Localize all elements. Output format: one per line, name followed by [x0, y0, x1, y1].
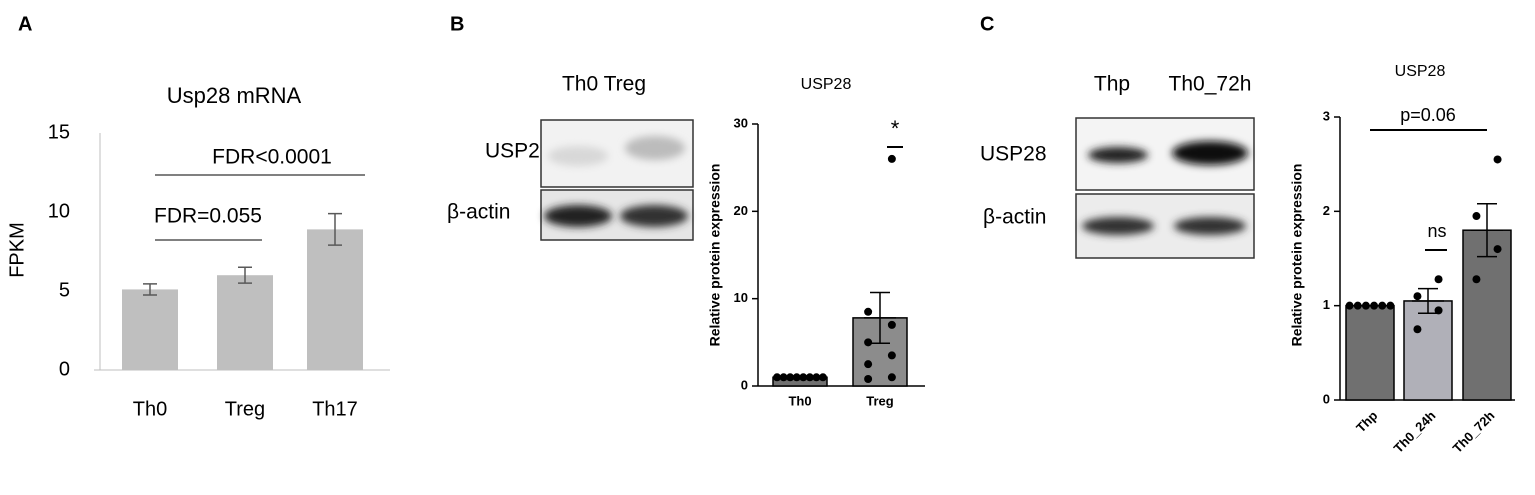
data-point — [1386, 301, 1395, 310]
data-point — [1472, 275, 1481, 284]
x-tick-label: Th0 — [788, 393, 811, 408]
x-tick-label: Th17 — [312, 398, 358, 420]
y-tick-label: 10 — [48, 200, 70, 222]
band — [1174, 217, 1246, 235]
annotation: FDR=0.055 — [154, 205, 262, 228]
band — [544, 205, 612, 227]
panel-label: A — [18, 13, 32, 35]
data-point — [864, 375, 873, 384]
x-tick-label: Treg — [225, 398, 265, 420]
x-tick-label: Treg — [866, 393, 894, 408]
chart-title: USP28 — [801, 76, 852, 93]
data-point — [864, 338, 873, 347]
band — [620, 205, 688, 227]
data-point — [1493, 155, 1502, 164]
data-point — [812, 373, 821, 382]
error-bar — [1471, 203, 1503, 258]
lane-label: Thp — [1094, 73, 1130, 96]
lane-label: Th0_72h — [1169, 73, 1252, 96]
row-label: USP28 — [485, 140, 552, 163]
y-tick-label: 0 — [741, 377, 748, 392]
bar — [217, 275, 273, 370]
panel-label: C — [980, 13, 994, 35]
data-point — [805, 373, 814, 382]
row-label: β-actin — [983, 206, 1046, 229]
data-point — [1345, 301, 1354, 310]
data-point — [1370, 301, 1379, 310]
y-tick-label: 2 — [1323, 203, 1330, 218]
data-point — [864, 307, 873, 316]
x-tick-label: Thp — [1353, 408, 1380, 435]
data-point — [887, 320, 896, 329]
data-point — [864, 360, 873, 369]
error-bar — [328, 212, 342, 246]
x-tick-label: Th0_72h — [1450, 408, 1498, 456]
chart-title: USP28 — [1395, 63, 1446, 80]
chart-title: Usp28 mRNA — [167, 83, 302, 108]
row-label: β-actin — [447, 201, 510, 224]
data-point — [792, 373, 801, 382]
data-point — [1472, 212, 1481, 221]
bar — [122, 289, 178, 370]
data-point — [1413, 325, 1422, 334]
annotation: FDR<0.0001 — [212, 146, 332, 169]
annotation: * — [891, 116, 900, 141]
error-bar — [238, 266, 252, 284]
data-point — [887, 351, 896, 360]
y-axis-label: Relative protein expression — [1289, 164, 1305, 347]
band — [1082, 217, 1154, 235]
y-tick-label: 5 — [59, 279, 70, 301]
data-point — [818, 373, 827, 382]
data-point — [786, 373, 795, 382]
y-tick-label: 0 — [59, 358, 70, 380]
data-point — [1413, 292, 1422, 301]
annotation: p=0.06 — [1400, 105, 1456, 125]
data-point — [779, 373, 788, 382]
error-bar — [1412, 287, 1444, 314]
bar — [1345, 304, 1395, 401]
y-axis-label: FPKM — [6, 222, 28, 278]
bar — [1462, 229, 1512, 401]
data-point — [1434, 306, 1443, 315]
data-point — [1361, 301, 1370, 310]
x-tick-label: Th0_24h — [1391, 408, 1439, 456]
bar — [307, 229, 363, 370]
y-tick-label: 3 — [1323, 108, 1330, 123]
x-tick-label: Th0 — [133, 398, 167, 420]
western-blot: Th0 Treg USP28 β-actin — [447, 73, 694, 241]
annotation: ns — [1427, 221, 1446, 241]
y-tick-label: 1 — [1323, 297, 1330, 312]
western-blot: Thp Th0_72h USP28 β-actin — [980, 73, 1255, 259]
data-point — [887, 373, 896, 382]
bar — [1403, 300, 1453, 401]
data-point — [1378, 301, 1387, 310]
data-point — [773, 373, 782, 382]
band — [1088, 147, 1148, 163]
y-tick-label: 30 — [734, 115, 748, 130]
band — [1172, 141, 1248, 165]
error-bar — [143, 283, 157, 296]
y-tick-label: 10 — [734, 290, 748, 305]
band — [625, 136, 685, 160]
data-point — [1434, 275, 1443, 284]
lane-label: Th0 Treg — [562, 73, 646, 96]
data-point — [887, 154, 896, 163]
y-tick-label: 20 — [734, 203, 748, 218]
y-tick-label: 15 — [48, 121, 70, 143]
y-tick-label: 0 — [1323, 391, 1330, 406]
data-point — [1493, 245, 1502, 254]
data-point — [799, 373, 808, 382]
panel-label: B — [450, 13, 464, 35]
row-label: USP28 — [980, 143, 1047, 166]
band — [548, 146, 608, 166]
data-point — [1353, 301, 1362, 310]
y-axis-label: Relative protein expression — [707, 164, 723, 347]
error-bar — [864, 291, 896, 344]
